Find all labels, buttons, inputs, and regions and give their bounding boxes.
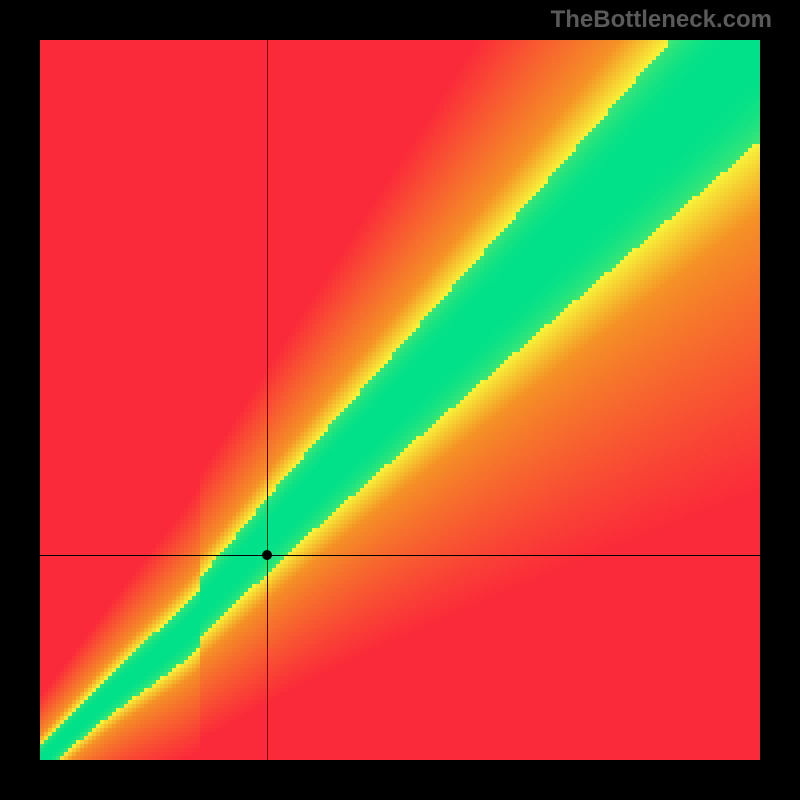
data-point-marker xyxy=(262,550,272,560)
chart-container: TheBottleneck.com xyxy=(0,0,800,800)
crosshair-horizontal xyxy=(40,555,760,556)
watermark-text: TheBottleneck.com xyxy=(551,6,772,34)
crosshair-vertical xyxy=(267,40,268,760)
heatmap-canvas xyxy=(40,40,760,760)
plot-area xyxy=(40,40,760,760)
